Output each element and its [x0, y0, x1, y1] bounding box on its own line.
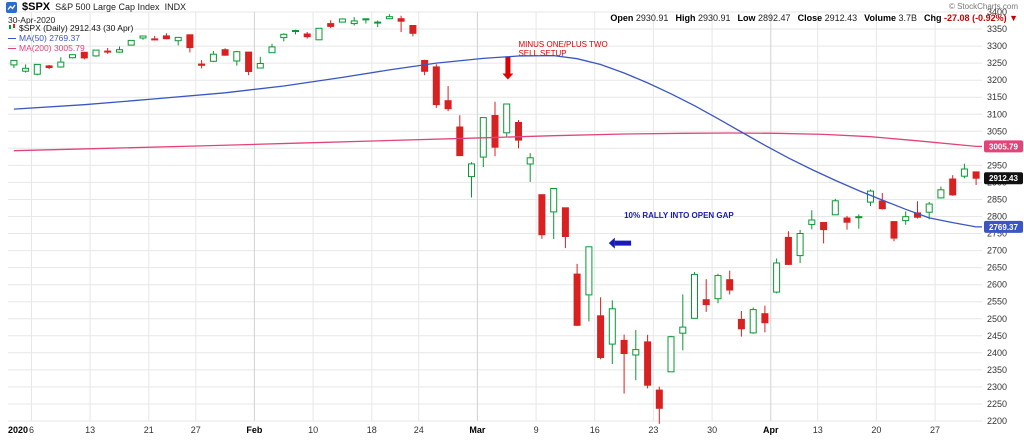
svg-text:18: 18: [367, 425, 377, 435]
svg-text:2950: 2950: [987, 160, 1007, 170]
symbol-name: S&P 500 Large Cap Index: [55, 2, 160, 12]
svg-text:10% RALLY INTO OPEN GAP: 10% RALLY INTO OPEN GAP: [624, 211, 734, 220]
svg-text:2350: 2350: [987, 365, 1007, 375]
svg-text:3050: 3050: [987, 126, 1007, 136]
volume-value: 3.7B: [898, 13, 918, 23]
svg-text:30: 30: [707, 425, 717, 435]
close-label: Close: [797, 13, 823, 23]
ma50-label: MA(50) 2769.37: [19, 33, 80, 43]
svg-text:2700: 2700: [987, 246, 1007, 256]
volume-field: Volume 3.7B: [864, 13, 917, 23]
svg-text:6: 6: [29, 425, 34, 435]
ma200-line: [13, 132, 982, 152]
svg-text:2600: 2600: [987, 280, 1007, 290]
svg-text:Feb: Feb: [246, 425, 263, 435]
quote-strip: Open 2930.91 High 2930.91 Low 2892.47 Cl…: [610, 13, 1018, 23]
series-label: $SPX (Daily) 2912.43 (30 Apr): [19, 23, 134, 33]
svg-text:Mar: Mar: [469, 425, 486, 435]
close-value: 2912.43: [824, 13, 858, 23]
volume-label: Volume: [864, 13, 896, 23]
svg-text:2020: 2020: [8, 425, 28, 435]
svg-text:2500: 2500: [987, 314, 1007, 324]
low-label: Low: [737, 13, 756, 23]
svg-text:2400: 2400: [987, 348, 1007, 358]
gridlines: [8, 11, 982, 422]
low-value: 2892.47: [758, 13, 791, 23]
chg-value: -27.08 (-0.92%) ▼: [944, 13, 1018, 23]
chart-style-icon[interactable]: [6, 1, 17, 13]
svg-text:3005.79: 3005.79: [989, 142, 1018, 151]
svg-text:2850: 2850: [987, 194, 1007, 204]
svg-text:2450: 2450: [987, 331, 1007, 341]
svg-text:3100: 3100: [987, 109, 1007, 119]
svg-text:24: 24: [414, 425, 424, 435]
x-axis-labels: 2020 6 13 21 27 Feb 10 18 24 Mar 9 16 23 30 Apr 13 20 27: [8, 425, 940, 435]
svg-text:3350: 3350: [987, 24, 1007, 34]
candles-layer: [10, 14, 980, 424]
series-legend-row[interactable]: $SPX (Daily) 2912.43 (30 Apr): [8, 23, 133, 33]
ma50-legend-row[interactable]: MA(50) 2769.37: [8, 33, 133, 43]
chg-field: Chg -27.08 (-0.92%) ▼: [924, 13, 1018, 23]
svg-text:20: 20: [871, 425, 881, 435]
svg-text:27: 27: [930, 425, 940, 435]
svg-text:13: 13: [85, 425, 95, 435]
svg-text:13: 13: [813, 425, 823, 435]
svg-text:2650: 2650: [987, 263, 1007, 273]
svg-text:16: 16: [590, 425, 600, 435]
chart-header: $SPX S&P 500 Large Cap Index INDX: [6, 1, 186, 13]
svg-text:9: 9: [534, 425, 539, 435]
price-axis-labels: 3005.79 2912.43 2769.37: [984, 140, 1023, 233]
ma50-line: [13, 54, 982, 228]
svg-text:2200: 2200: [987, 416, 1007, 426]
svg-text:3250: 3250: [987, 58, 1007, 68]
exchange-label: INDX: [164, 2, 187, 12]
svg-text:3150: 3150: [987, 92, 1007, 102]
svg-text:21: 21: [144, 425, 154, 435]
low-field: Low 2892.47: [738, 13, 791, 23]
svg-text:2250: 2250: [987, 399, 1007, 409]
svg-text:10: 10: [308, 425, 318, 435]
y-axis-labels: 2200 2250 2300 2350 2400 2450 2500 2550 2600 2650…: [987, 7, 1007, 426]
ma200-label: MA(200) 3005.79: [19, 43, 85, 53]
open-field: Open 2930.91: [610, 13, 668, 23]
svg-text:3400: 3400: [987, 7, 1007, 17]
svg-text:2912.43: 2912.43: [989, 174, 1018, 183]
open-label: Open: [610, 13, 634, 23]
svg-text:2800: 2800: [987, 212, 1007, 222]
svg-text:3200: 3200: [987, 75, 1007, 85]
chg-label: Chg: [924, 13, 942, 23]
candlestick-legend-icon: [8, 23, 16, 33]
ma200-line-swatch: [8, 47, 16, 49]
close-field: Close 2912.43: [798, 13, 858, 23]
svg-text:2750: 2750: [987, 229, 1007, 239]
svg-text:2550: 2550: [987, 297, 1007, 307]
annotation-rally: 10% RALLY INTO OPEN GAP: [608, 211, 734, 249]
symbol: $SPX: [22, 1, 51, 13]
svg-text:27: 27: [191, 425, 201, 435]
chart-legend: $SPX (Daily) 2912.43 (30 Apr) MA(50) 276…: [8, 23, 133, 53]
high-field: High 2930.91: [675, 13, 730, 23]
svg-text:Apr: Apr: [763, 425, 779, 435]
high-value: 2930.91: [697, 13, 731, 23]
high-label: High: [675, 13, 696, 23]
ma200-legend-row[interactable]: MA(200) 3005.79: [8, 43, 133, 53]
svg-text:2769.37: 2769.37: [989, 223, 1018, 232]
svg-text:SELL SETUP: SELL SETUP: [518, 49, 566, 58]
chart-date: 30-Apr-2020: [8, 15, 56, 25]
svg-text:2300: 2300: [987, 382, 1007, 392]
svg-text:23: 23: [648, 425, 658, 435]
copyright: © StockCharts.com: [948, 2, 1018, 11]
svg-text:3300: 3300: [987, 41, 1007, 51]
svg-text:MINUS ONE/PLUS TWO: MINUS ONE/PLUS TWO: [518, 40, 607, 49]
ma50-line-swatch: [8, 37, 16, 39]
open-value: 2930.91: [635, 13, 669, 23]
